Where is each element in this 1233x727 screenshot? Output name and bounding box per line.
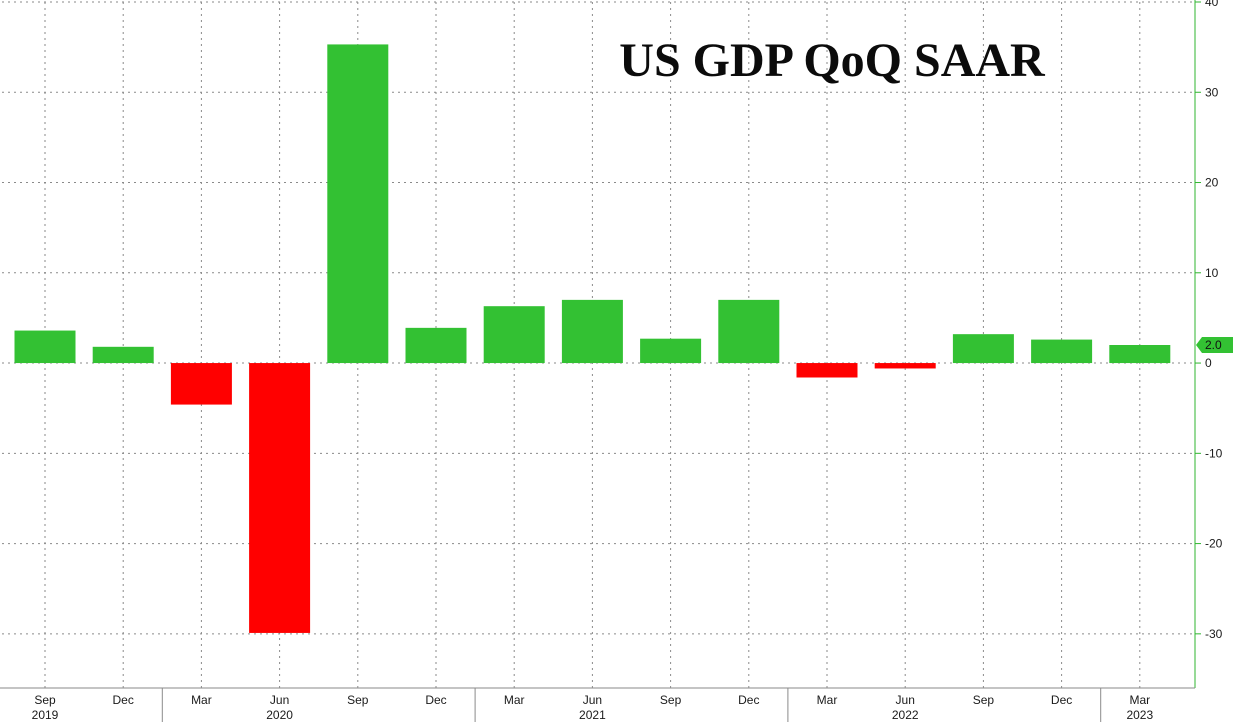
bar <box>249 363 311 633</box>
x-year-label: 2019 <box>32 708 59 722</box>
x-tick-label: Jun <box>896 693 915 707</box>
x-tick-label: Mar <box>504 693 525 707</box>
x-tick-label: Dec <box>425 693 446 707</box>
last-value-label: 2.0 <box>1205 338 1222 352</box>
bar <box>1109 345 1171 364</box>
bar <box>14 330 76 364</box>
bar <box>92 346 154 364</box>
y-tick-label: 20 <box>1205 176 1219 190</box>
x-tick-label: Sep <box>34 693 56 707</box>
y-tick-label: 40 <box>1205 0 1219 9</box>
bar <box>327 44 389 364</box>
bar <box>405 327 467 364</box>
bar <box>874 363 936 369</box>
x-year-label: 2020 <box>266 708 293 722</box>
x-tick-label: Jun <box>270 693 289 707</box>
x-tick-label: Mar <box>191 693 212 707</box>
bars-layer <box>14 44 1171 633</box>
x-tick-label: Dec <box>113 693 134 707</box>
x-tick-label: Sep <box>660 693 682 707</box>
bar <box>718 299 780 364</box>
y-tick-label: 0 <box>1205 356 1212 370</box>
bar <box>170 363 232 405</box>
last-value-tag <box>1196 337 1233 353</box>
x-tick-label: Sep <box>973 693 995 707</box>
x-tick-label: Mar <box>1129 693 1150 707</box>
chart-title: US GDP QoQ SAAR <box>619 34 1046 87</box>
y-tick-label: 10 <box>1205 266 1219 280</box>
x-tick-label: Sep <box>347 693 369 707</box>
y-tick-label: -20 <box>1205 537 1223 551</box>
x-tick-label: Dec <box>1051 693 1072 707</box>
bar <box>796 363 858 378</box>
x-year-label: 2021 <box>579 708 606 722</box>
bar <box>640 338 702 364</box>
bar <box>561 299 623 364</box>
x-year-label: 2023 <box>1126 708 1153 722</box>
y-tick-label: -10 <box>1205 446 1223 460</box>
x-year-label: 2022 <box>892 708 919 722</box>
y-tick-label: -30 <box>1205 627 1223 641</box>
x-tick-label: Mar <box>817 693 838 707</box>
bar <box>1031 339 1093 364</box>
x-tick-label: Jun <box>583 693 602 707</box>
y-tick-label: 30 <box>1205 85 1219 99</box>
x-tick-label: Dec <box>738 693 759 707</box>
bar <box>483 306 545 364</box>
bar <box>952 334 1014 364</box>
